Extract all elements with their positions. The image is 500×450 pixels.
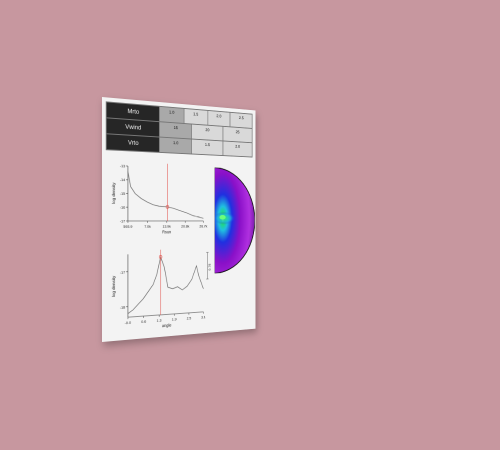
param-option[interactable]: 25 [222,127,251,143]
y-tick-label: -17 [120,270,125,274]
param-option[interactable]: 2.5 [230,113,252,128]
x-axis [128,312,203,317]
param-label: Vrto [106,134,159,153]
x-tick-label: 1.3 [157,318,162,322]
y-tick-label: -15 [120,192,125,196]
param-option[interactable]: 2.0 [222,141,251,156]
y-axis-label: log density [111,275,116,297]
x-tick-label: 3.1 [201,315,206,319]
x-tick-label: 2.5 [187,316,192,320]
param-option[interactable]: 15 [160,122,192,138]
density-vs-angle-chart: -0.0 0.6 1.3 1.9 2.5 3.1 -17 -18 angle log densit… [106,243,216,337]
y-tick-label: -13 [120,164,125,168]
visualization-panel: Mrto 1.0 1.5 2.0 2.5 Vwind 15 20 25 Vrto 1.0 1.5 2.0… [102,97,256,342]
x-tick-label: 593.9 [123,225,132,229]
x-tick-label: 13.9k [162,225,170,229]
param-option[interactable]: 20 [191,124,222,140]
x-tick-label: 20.8k [181,225,189,229]
x-tick-label: 7.0k [144,225,151,229]
param-option[interactable]: 2.0 [207,111,230,127]
x-tick-label: 0.6 [141,320,146,324]
series-line [128,256,203,314]
param-option[interactable]: 1.5 [183,109,207,125]
x-tick-label: 1.9 [172,317,177,321]
x-axis-label: Rsun [162,229,172,234]
y-tick-label: -17 [120,219,125,223]
y-tick-label: -14 [120,178,125,182]
x-tick-label: -0.0 [125,321,131,326]
parameter-table: Mrto 1.0 1.5 2.0 2.5 Vwind 15 20 25 Vrto 1.0 1.5 2.0 [106,101,253,157]
y-axis-label: log density [111,182,116,204]
param-option[interactable]: 1.0 [160,107,184,123]
density-vs-radius-chart: 593.9 7.0k 13.9k 20.8k 26.7k -13 -14 -15 -16 -17 R… [106,159,208,239]
x-tick-label: 26.7k [199,224,207,228]
param-option[interactable]: 1.5 [191,139,222,155]
density-heatmap[interactable] [215,168,255,274]
y-tick-label: -16 [120,206,125,210]
series-line [128,172,203,219]
x-axis-label: angle [162,322,172,328]
y-tick-label: -18 [120,305,125,310]
param-option[interactable]: 1.0 [160,138,192,154]
range-annotation: 0.76 [208,264,211,271]
